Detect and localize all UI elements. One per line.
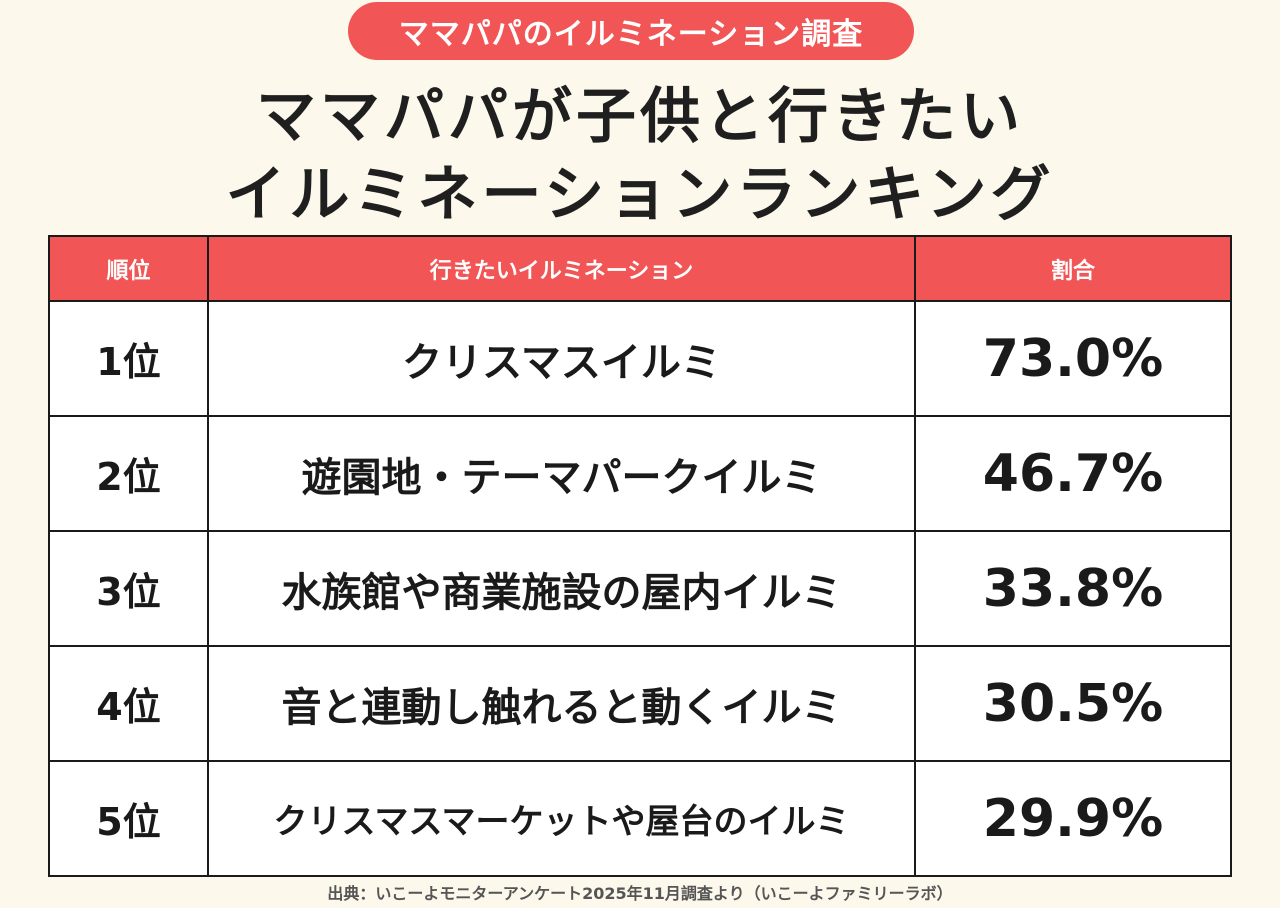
share-cell: 29.9% [914,760,1232,877]
rank-cell: 2位 [48,415,209,532]
table-row: 1位 クリスマスイルミ 73.0% [48,300,1232,417]
rank-cell: 1位 [48,300,209,417]
rank-cell: 5位 [48,760,209,877]
name-cell: 音と連動し触れると動くイルミ [207,645,916,762]
name-cell: クリスマスマーケットや屋台のイルミ [207,760,916,877]
share-cell: 33.8% [914,530,1232,647]
page-title-line2: イルミネーションランキング [225,160,1055,230]
rank-cell: 3位 [48,530,209,647]
table-row: 4位 音と連動し触れると動くイルミ 30.5% [48,645,1232,762]
name-cell: クリスマスイルミ [207,300,916,417]
name-cell: 遊園地・テーマパークイルミ [207,415,916,532]
share-cell: 30.5% [914,645,1232,762]
header-rank: 順位 [48,235,209,302]
header-name: 行きたいイルミネーション [207,235,916,302]
table-header-row: 順位 行きたいイルミネーション 割合 [48,235,1232,302]
table-row: 2位 遊園地・テーマパークイルミ 46.7% [48,415,1232,532]
source-note: 出典：いこーよモニターアンケート2025年11月調査より（いこーよファミリーラボ… [327,884,953,903]
survey-badge: ママパパのイルミネーション調査 [348,2,914,60]
table-row: 3位 水族館や商業施設の屋内イルミ 33.8% [48,530,1232,647]
share-cell: 46.7% [914,415,1232,532]
page-title-line1: ママパパが子供と行きたい [256,82,1024,152]
name-cell: 水族館や商業施設の屋内イルミ [207,530,916,647]
table-row: 5位 クリスマスマーケットや屋台のイルミ 29.9% [48,760,1232,877]
header-share: 割合 [914,235,1232,302]
rank-cell: 4位 [48,645,209,762]
ranking-table: 順位 行きたいイルミネーション 割合 1位 クリスマスイルミ 73.0% 2位 … [48,235,1232,877]
share-cell: 73.0% [914,300,1232,417]
